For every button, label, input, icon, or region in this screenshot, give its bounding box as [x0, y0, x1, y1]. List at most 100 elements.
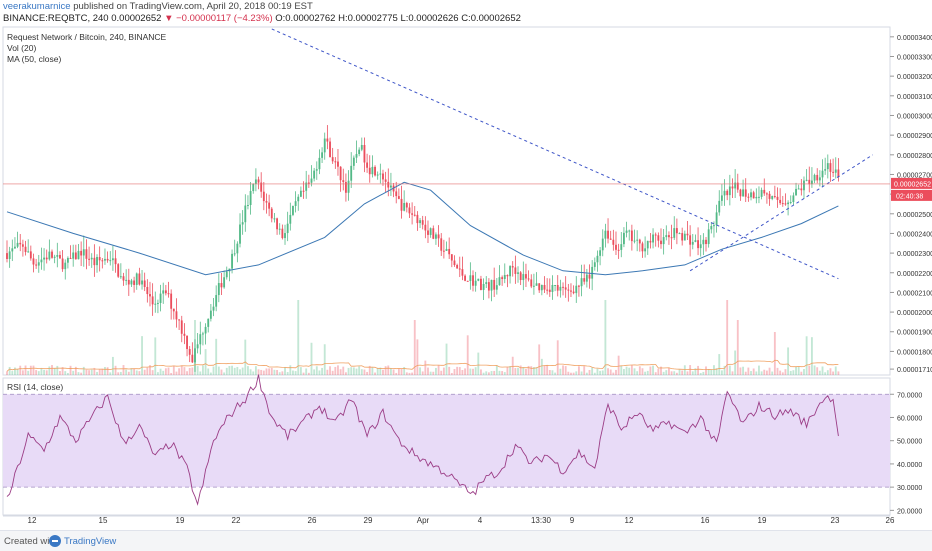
descending-trend-line	[271, 28, 839, 280]
rsi-axis-label: 40.0000	[897, 462, 922, 469]
candle-body	[437, 234, 440, 239]
candle-body	[532, 285, 535, 287]
volume-bar	[278, 372, 281, 375]
volume-bar	[302, 372, 305, 375]
volume-bar	[35, 370, 38, 375]
countdown-tag	[891, 189, 932, 201]
candle-body	[469, 275, 472, 282]
candle-body	[194, 348, 196, 363]
volume-bar	[207, 368, 210, 375]
volume-bar	[307, 372, 310, 375]
candle-body	[654, 234, 657, 236]
candle-body	[323, 138, 326, 153]
candle-body	[135, 273, 138, 285]
volume-bar	[776, 367, 779, 375]
volume-bar	[119, 371, 122, 375]
candle-body	[141, 280, 143, 285]
volume-bar	[596, 368, 599, 375]
volume-bar	[241, 367, 244, 375]
candle-body	[289, 214, 292, 224]
candle-body	[403, 202, 406, 211]
volume-bar	[739, 367, 742, 375]
volume-bar	[334, 366, 337, 375]
candle-body	[241, 222, 244, 225]
candle-body	[787, 202, 790, 205]
candle-body	[138, 273, 141, 285]
candle-body	[691, 241, 694, 245]
volume-bar	[715, 368, 718, 375]
volume-bar	[768, 367, 771, 375]
candle-body	[358, 149, 361, 155]
candle-body	[281, 228, 284, 239]
candle-body	[416, 214, 419, 224]
candle-body	[758, 196, 760, 198]
volume-bar	[268, 368, 271, 375]
candle-body	[511, 266, 514, 268]
candle-body	[379, 173, 382, 175]
volume-bar	[45, 370, 48, 375]
candle-body	[617, 249, 620, 251]
candle-body	[268, 202, 271, 209]
volume-bar	[159, 368, 162, 375]
volume-bar	[326, 369, 329, 375]
candle-body	[80, 250, 83, 256]
volume-bar	[538, 344, 541, 375]
candle-body	[485, 282, 488, 284]
candle-body	[519, 272, 522, 281]
volume-bar	[183, 367, 186, 375]
volume-bar	[641, 368, 644, 375]
volume-bar	[694, 368, 697, 375]
volume-bar	[548, 370, 551, 375]
volume-bar	[731, 371, 734, 375]
candle-body	[585, 274, 588, 282]
volume-bar	[220, 369, 223, 375]
candle-body	[625, 230, 628, 233]
candle-body	[122, 276, 125, 281]
price-axis-label: 0.00001800	[897, 349, 932, 356]
candle-body	[572, 291, 575, 294]
volume-bar	[458, 367, 461, 375]
volume-bar	[389, 368, 392, 375]
volume-bar	[742, 366, 745, 375]
volume-bar	[636, 371, 639, 375]
candle-body	[400, 198, 403, 211]
candle-body	[612, 239, 615, 245]
candle-body	[326, 138, 329, 142]
volume-bar	[342, 366, 345, 375]
volume-ma-line	[6, 359, 839, 372]
volume-bar	[705, 366, 707, 375]
candle-body	[707, 229, 710, 245]
volume-bar	[299, 367, 302, 375]
volume-bar	[707, 369, 710, 375]
tradingview-brand-link[interactable]: TradingView	[64, 536, 117, 547]
candle-body	[472, 275, 474, 286]
candle-body	[45, 257, 48, 260]
candle-body	[784, 203, 787, 205]
candle-body	[548, 289, 551, 292]
volume-bar	[281, 371, 284, 375]
volume-bar	[117, 372, 120, 375]
candle-body	[773, 196, 776, 198]
candle-body	[720, 195, 723, 201]
price-chart[interactable]: 0.00003400 0.00003300 0.00003200 0.00003100…	[0, 0, 932, 530]
volume-bar	[363, 369, 366, 375]
candle-body	[657, 235, 660, 241]
candle-body	[212, 306, 215, 311]
candle-body	[313, 170, 316, 179]
candle-body	[329, 141, 331, 158]
candle-body	[88, 258, 91, 260]
author-link[interactable]: veerakumarnice	[3, 1, 71, 12]
volume-bar	[350, 367, 353, 375]
candle-body	[506, 274, 509, 277]
volume-bar	[797, 366, 800, 375]
volume-bar	[818, 370, 821, 375]
candle-body	[834, 169, 837, 173]
volume-bar	[620, 365, 623, 375]
price-axis-label: 0.00002700	[897, 172, 932, 179]
volume-bar	[787, 347, 790, 375]
x-axis-label: 13:30	[531, 516, 552, 525]
volume-bar	[48, 366, 51, 375]
candle-body	[231, 253, 233, 269]
volume-bar	[133, 368, 136, 375]
candle-body	[742, 189, 745, 197]
